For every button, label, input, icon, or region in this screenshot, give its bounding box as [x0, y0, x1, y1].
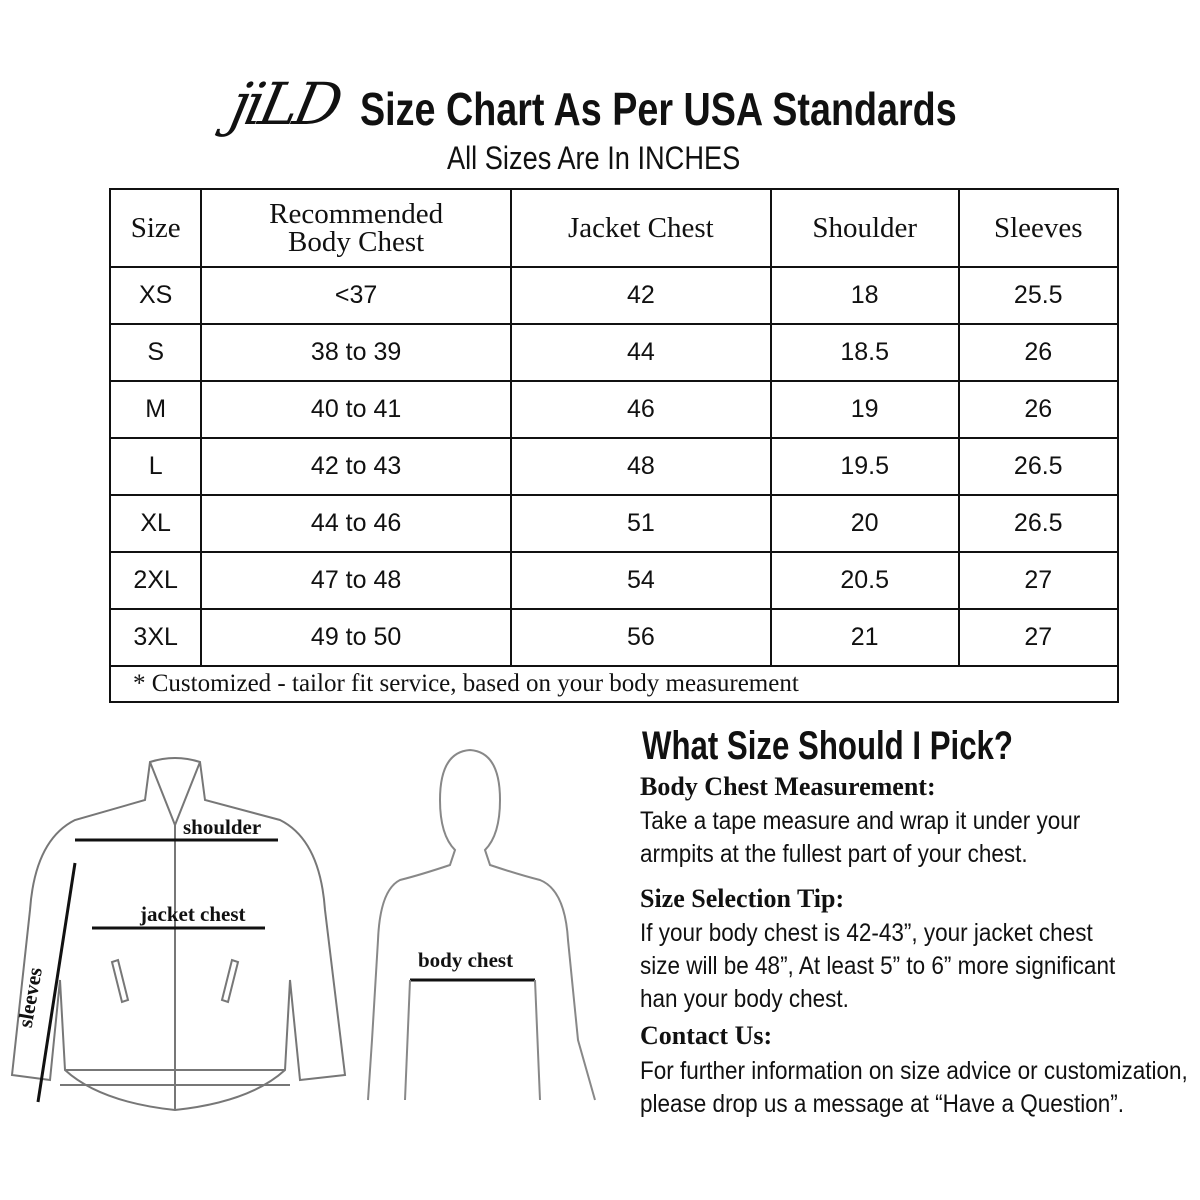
jacket-outline	[10, 757, 347, 1112]
table-cell: 40 to 41	[200, 380, 512, 439]
table-cell: 18	[769, 266, 960, 325]
table-row: XS <37 42 18 25.5	[108, 266, 1120, 325]
table-cell: 42	[509, 266, 772, 325]
jacket-chest-label: jacket chest	[140, 902, 246, 926]
table-cell: 38 to 39	[200, 323, 512, 382]
table-cell: 25.5	[957, 266, 1120, 325]
body-chest-label: body chest	[418, 948, 514, 972]
table-cell: 20.5	[769, 551, 960, 610]
table-cell: 26	[957, 380, 1120, 439]
table-cell: <37	[200, 266, 512, 325]
table-row: 2XL 47 to 48 54 20.5 27	[108, 551, 1120, 610]
table-cell: 56	[509, 608, 772, 667]
table-cell: 42 to 43	[200, 437, 512, 496]
table-cell: 26.5	[957, 437, 1120, 496]
table-cell: 47 to 48	[200, 551, 512, 610]
table-cell: 19	[769, 380, 960, 439]
section-text: If your body chest is 42-43”, your jacke…	[640, 919, 1116, 1013]
table-row: L 42 to 43 48 19.5 26.5	[108, 437, 1120, 496]
table-header-row: Size Recommended Body Chest Jacket Chest …	[108, 188, 1120, 268]
table-cell: 44	[509, 323, 772, 382]
shoulder-label: shoulder	[183, 815, 262, 839]
table-cell: M	[108, 380, 203, 439]
table-cell: 21	[769, 608, 960, 667]
col-shoulder: Shoulder	[769, 188, 960, 268]
table-row: 3XL 49 to 50 56 21 27	[108, 608, 1120, 667]
page-subtitle: All Sizes Are In INCHES	[447, 140, 741, 176]
col-sleeves: Sleeves	[957, 188, 1120, 268]
table-row: M 40 to 41 46 19 26	[108, 380, 1120, 439]
table-cell: 48	[509, 437, 772, 496]
table-footnote: * Customized - tailor fit service, based…	[109, 665, 1119, 703]
table-cell: 51	[509, 494, 772, 553]
guide-title: What Size Should I Pick?	[642, 724, 1013, 768]
table-cell: L	[108, 437, 203, 496]
measurement-illustration	[10, 749, 596, 1112]
col-body-chest: Recommended Body Chest	[200, 188, 512, 268]
table-cell: 26	[957, 323, 1120, 382]
table-cell: S	[108, 323, 203, 382]
table-cell: 44 to 46	[200, 494, 512, 553]
measure-lines	[36, 838, 535, 1103]
table-cell: 2XL	[108, 551, 203, 610]
table-cell: 27	[957, 608, 1120, 667]
table-cell: XS	[108, 266, 203, 325]
table-row: XL 44 to 46 51 20 26.5	[108, 494, 1120, 553]
table-cell: 19.5	[769, 437, 960, 496]
table-cell: 54	[509, 551, 772, 610]
size-table: Size Recommended Body Chest Jacket Chest …	[108, 188, 1120, 703]
brand-logo: jiLD	[224, 70, 345, 138]
table-cell: 20	[769, 494, 960, 553]
table-cell: 27	[957, 551, 1120, 610]
table-row: S 38 to 39 44 18.5 26	[108, 323, 1120, 382]
table-cell: 18.5	[769, 323, 960, 382]
section-heading: Size Selection Tip:	[640, 884, 845, 913]
page-title: Size Chart As Per USA Standards	[360, 83, 957, 135]
body-silhouette	[367, 749, 596, 1101]
section-heading: Body Chest Measurement:	[640, 772, 936, 801]
col-size: Size	[108, 188, 203, 268]
table-cell: 3XL	[108, 608, 203, 667]
col-jacket-chest: Jacket Chest	[509, 188, 772, 268]
table-cell: 26.5	[957, 494, 1120, 553]
section-heading: Contact Us:	[640, 1021, 773, 1050]
table-cell: 49 to 50	[200, 608, 512, 667]
table-cell: XL	[108, 494, 203, 553]
section-text: Take a tape measure and wrap it under yo…	[640, 807, 1081, 868]
section-text: For further information on size advice o…	[640, 1057, 1188, 1118]
table-cell: 46	[509, 380, 772, 439]
